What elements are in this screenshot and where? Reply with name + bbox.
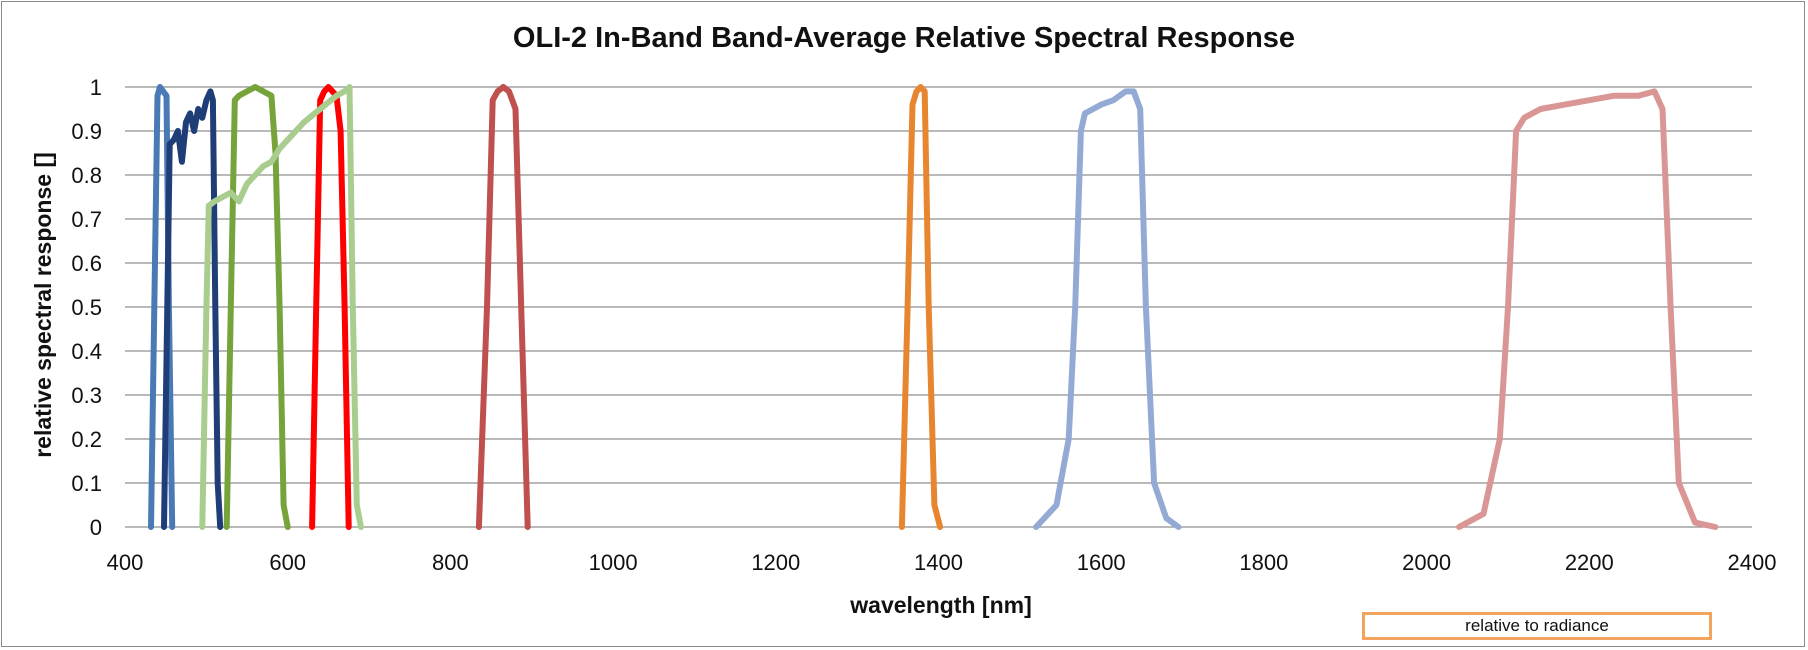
series-line-2: [161, 88, 224, 530]
annotation-box: relative to radiance: [1362, 612, 1712, 640]
y-tick-label: 0: [90, 515, 102, 540]
series-line-6: [475, 84, 531, 530]
chart-title: OLI-2 In-Band Band-Average Relative Spec…: [513, 22, 1295, 54]
x-tick-label: 2400: [1728, 550, 1777, 575]
y-tick-label: 0.8: [71, 163, 102, 188]
x-tick-label: 1600: [1077, 550, 1126, 575]
series-line-5: [199, 84, 364, 530]
series-line-7: [898, 84, 944, 530]
gridlines: [125, 86, 1752, 528]
y-tick-label: 0.7: [71, 207, 102, 232]
y-tick-label: 0.9: [71, 119, 102, 144]
x-tick-label: 2200: [1565, 550, 1614, 575]
series-line-8: [1033, 88, 1182, 530]
y-tick-label: 0.1: [71, 471, 102, 496]
x-tick-label: 2000: [1402, 550, 1451, 575]
x-tick-label: 800: [432, 550, 469, 575]
y-tick-label: 0.2: [71, 427, 102, 452]
x-tick-label: 1000: [589, 550, 638, 575]
x-tick-label: 1800: [1239, 550, 1288, 575]
y-tick-label: 0.3: [71, 383, 102, 408]
x-tick-label: 1200: [751, 550, 800, 575]
y-tick-label: 0.5: [71, 295, 102, 320]
x-tick-labels: 400 600 800 1000 1200 1400 1600 1800 2000 2200 240…: [107, 550, 1777, 575]
series-group: [148, 84, 1719, 530]
y-tick-label: 0.6: [71, 251, 102, 276]
x-tick-label: 400: [107, 550, 144, 575]
y-axis-label: relative spectral response []: [30, 152, 56, 458]
y-tick-labels: 0 0.1 0.2 0.3 0.4 0.5 0.6 0.7 0.8 0.9 1: [71, 75, 102, 540]
series-line-4: [309, 84, 352, 530]
y-tick-label: 0.4: [71, 339, 102, 364]
series-line-9: [1456, 88, 1719, 530]
y-tick-label: 1: [90, 75, 102, 100]
x-tick-label: 1400: [914, 550, 963, 575]
annotation-text: relative to radiance: [1465, 616, 1609, 635]
x-axis-label: wavelength [nm]: [849, 592, 1031, 618]
x-tick-label: 600: [269, 550, 306, 575]
series-line-3: [223, 84, 291, 530]
